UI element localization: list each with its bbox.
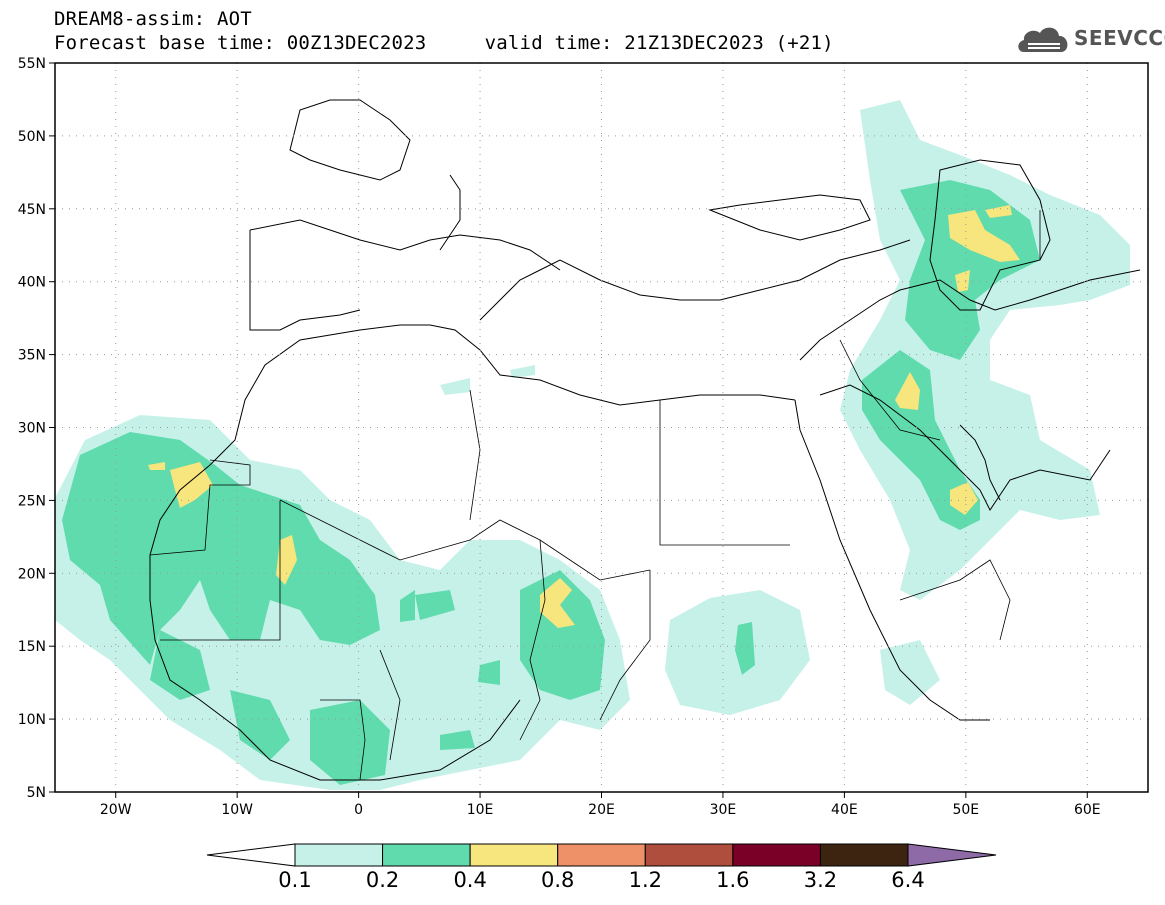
seevccc-logo: SEEVCCC xyxy=(1016,22,1165,56)
lon-tick-label: 0 xyxy=(354,802,363,818)
lat-tick-label: 55N xyxy=(18,56,46,72)
lat-tick-label: 35N xyxy=(18,348,46,364)
lon-tick-label: 50E xyxy=(952,802,979,818)
colorbar-label: 0.2 xyxy=(366,868,399,892)
colorbar-swatch xyxy=(382,843,471,867)
cloud-icon xyxy=(1018,27,1068,52)
colorbar-legend: 0.1 0.2 0.4 0.8 1.2 1.6 3.2 6.4 xyxy=(206,843,997,892)
lon-tick-label: 60E xyxy=(1074,802,1101,818)
colorbar-label: 6.4 xyxy=(891,868,924,892)
colorbar-label: 3.2 xyxy=(804,868,837,892)
colorbar-swatch xyxy=(644,843,734,867)
colorbar-label: 0.4 xyxy=(453,868,486,892)
logo-text: SEEVCCC xyxy=(1074,26,1165,50)
aot-shaded-fields xyxy=(55,100,1130,790)
latitude-axis: 5N 10N 15N 20N 25N 30N 35N 40N 45N 50N 55N xyxy=(18,56,55,801)
colorbar-swatch xyxy=(732,843,821,867)
lat-tick-label: 20N xyxy=(18,566,46,582)
colorbar-label: 1.2 xyxy=(629,868,662,892)
lon-tick-label: 20E xyxy=(588,802,615,818)
lat-tick-label: 45N xyxy=(18,202,46,218)
colorbar-swatch xyxy=(819,843,909,867)
lon-tick-label: 10E xyxy=(467,802,494,818)
lat-tick-label: 5N xyxy=(27,785,46,801)
lat-tick-label: 30N xyxy=(18,421,46,437)
colorbar-swatch xyxy=(469,843,559,867)
lon-tick-label: 30E xyxy=(710,802,737,818)
lon-tick-label: 20W xyxy=(100,802,132,818)
colorbar-arrow-low xyxy=(206,843,296,867)
colorbar-label: 1.6 xyxy=(716,868,749,892)
lat-tick-label: 50N xyxy=(18,129,46,145)
forecast-time-line: Forecast base time: 00Z13DEC2023 valid t… xyxy=(54,32,834,54)
lat-tick-label: 25N xyxy=(18,493,46,509)
coastlines xyxy=(149,99,1141,781)
lon-tick-label: 40E xyxy=(831,802,858,818)
aot-level-0.4 xyxy=(148,205,1020,628)
lat-tick-label: 40N xyxy=(18,275,46,291)
longitude-axis: 20W 10W 0 10E 20E 30E 40E 50E 60E xyxy=(100,792,1101,818)
colorbar-label: 0.8 xyxy=(541,868,574,892)
lat-tick-label: 15N xyxy=(18,639,46,655)
colorbar-label: 0.1 xyxy=(278,868,311,892)
map-title: DREAM8-assim: AOT xyxy=(54,8,252,30)
country-borders xyxy=(149,210,1041,781)
colorbar-arrow-high xyxy=(907,843,997,867)
colorbar-swatch xyxy=(294,843,384,867)
lat-tick-label: 10N xyxy=(18,712,46,728)
colorbar-swatch xyxy=(557,843,646,867)
lon-tick-label: 10W xyxy=(221,802,253,818)
